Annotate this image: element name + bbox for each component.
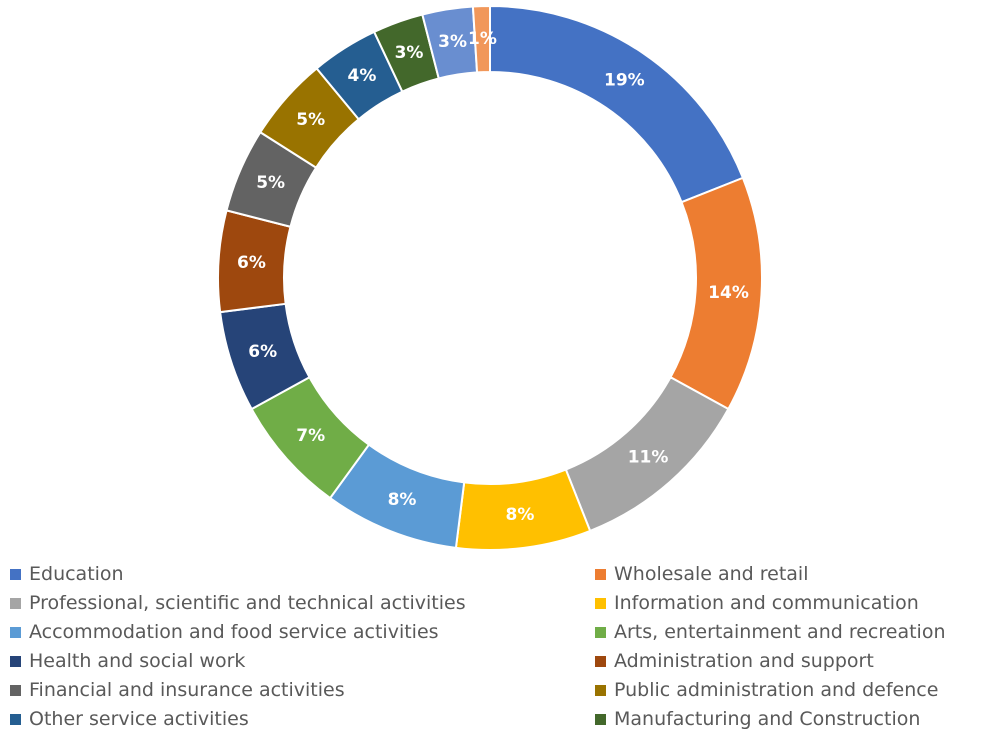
legend-item: Administration and support [595,648,874,674]
data-label: 6% [237,253,266,273]
data-label: 5% [256,173,285,193]
legend-item: Accommodation and food service activitie… [10,619,439,645]
data-label: 5% [296,110,325,130]
legend-swatch [10,684,21,696]
data-label: 19% [604,70,645,90]
legend-item: Manufacturing and Construction [595,706,920,732]
legend-item: Financial and insurance activities [10,677,345,703]
data-label: 1% [468,29,497,49]
legend-swatch [595,655,606,667]
donut-slice [471,4,491,74]
data-label: 8% [506,505,535,525]
data-label: 11% [628,447,669,467]
legend-label: Manufacturing and Construction [614,708,921,730]
legend-swatch [595,684,606,696]
legend-item: Public administration and defence [595,677,938,703]
legend-swatch [10,568,21,580]
legend-item: Professional, scientific and technical a… [10,590,466,616]
legend-label: Arts, entertainment and recreation [614,621,946,643]
legend-swatch [595,626,606,638]
legend-item: Other service activities [10,706,249,732]
legend-swatch [595,568,606,580]
legend-item: Wholesale and retail [595,561,809,587]
data-label: 3% [395,43,424,63]
legend-label: Financial and insurance activities [29,679,345,701]
legend-label: Wholesale and retail [614,563,809,585]
data-label: 8% [388,490,417,510]
legend-label: Accommodation and food service activitie… [29,621,439,643]
legend-label: Information and communication [614,592,919,614]
legend-label: Education [29,563,124,585]
legend-item: Education [10,561,124,587]
data-label: 4% [347,66,376,86]
legend-label: Administration and support [614,650,874,672]
data-label: 7% [296,426,325,446]
legend-swatch [10,597,21,609]
legend-label: Other service activities [29,708,249,730]
data-label: 3% [438,32,467,52]
donut-slice [489,4,745,204]
legend-label: Health and social work [29,650,246,672]
legend-swatch [595,713,606,725]
donut-chart: 19%14%11%8%8%7%6%6%5%5%4%3%3% 1% [217,4,763,551]
data-label: 14% [708,283,749,303]
legend-swatch [595,597,606,609]
legend-swatch [10,626,21,638]
legend-swatch [10,713,21,725]
legend-label: Public administration and defence [614,679,939,701]
legend-item: Arts, entertainment and recreation [595,619,946,645]
legend-item: Health and social work [10,648,245,674]
legend-label: Professional, scientific and technical a… [29,592,466,614]
data-label: 6% [248,342,277,362]
legend-item: Information and communication [595,590,919,616]
legend-swatch [10,655,21,667]
